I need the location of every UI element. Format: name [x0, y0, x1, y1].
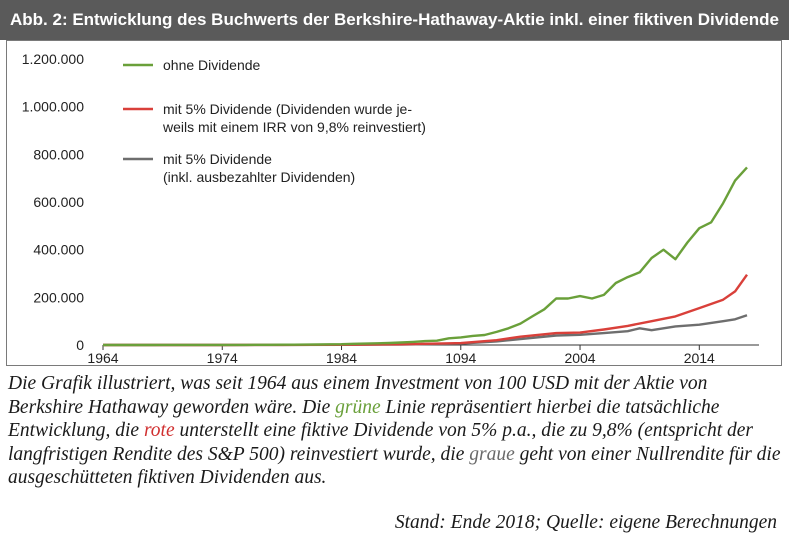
legend-label: ohne Dividende: [163, 57, 261, 73]
y-tick-label: 1.200.000: [22, 51, 84, 67]
x-tick-label: 1984: [326, 350, 357, 366]
legend-label: mit 5% Dividende (Dividenden wurde je-: [163, 101, 412, 117]
y-tick-label: 1.000.000: [22, 99, 84, 115]
caption-text-2: Linie repräsentiert hierbei die tatsächl…: [8, 396, 720, 442]
source-note: Stand: Ende 2018; Quelle: eigene Berechn…: [394, 512, 777, 533]
caption-red-word: rote: [143, 420, 175, 441]
x-tick-label: 1094: [445, 350, 476, 366]
legend-label: (inkl. ausbezahlter Dividenden): [163, 169, 355, 185]
y-tick-label: 0: [76, 337, 84, 353]
legend-label: mit 5% Dividende: [163, 151, 272, 167]
figure-caption: Die Grafik illustriert, was seit 1964 au…: [8, 372, 783, 490]
legend-label: weils mit einem IRR von 9,8% reinvestier…: [162, 119, 426, 135]
series-line-2: [103, 274, 748, 347]
caption-green-word: grüne: [335, 396, 381, 418]
y-tick-label: 200.000: [33, 289, 84, 305]
caption-text-3: unterstellt eine fiktive Dividende von 5…: [8, 420, 753, 465]
figure-title: Abb. 2: Entwicklung des Buchwerts der Be…: [0, 0, 789, 40]
chart-frame: 0 200.000 400.000 600.000 800.000 1.000.000 1.…: [6, 40, 782, 366]
caption-gray-word: graue: [469, 443, 515, 465]
y-tick-label: 400.000: [33, 242, 84, 258]
x-tick-label: 2014: [684, 350, 715, 366]
x-tick-label: 1964: [87, 350, 118, 366]
y-tick-label: 800.000: [33, 146, 84, 162]
series-line-1: [103, 166, 748, 347]
line-chart: 0 200.000 400.000 600.000 800.000 1.000.000 1.…: [22, 51, 759, 366]
x-tick-label: 2004: [564, 350, 595, 366]
caption-text-1: Die Grafik illustriert, was seit 1964 au…: [8, 373, 708, 418]
y-tick-label: 600.000: [33, 194, 84, 210]
x-tick-label: 1974: [207, 350, 238, 366]
caption-text-4: geht von einer Nullrendite für die ausge…: [8, 443, 781, 489]
